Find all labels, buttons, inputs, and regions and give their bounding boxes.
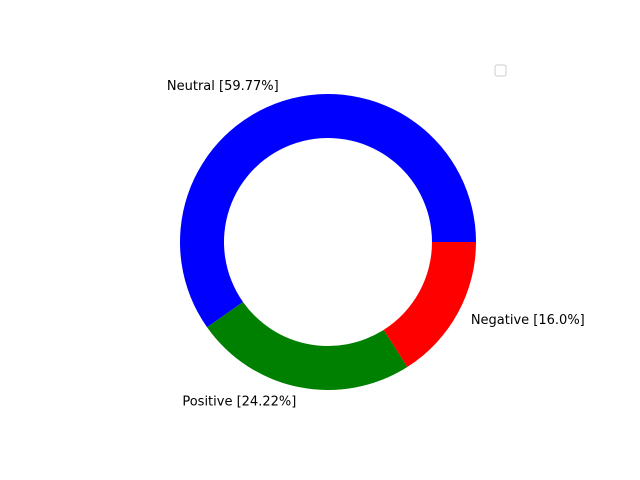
donut-slices <box>179 94 476 390</box>
slice-labels: Neutral [59.77%] Positive [24.22%] Negativ… <box>167 79 585 409</box>
slice-negative <box>383 242 476 367</box>
slice-label-neutral: Neutral [59.77%] <box>167 79 279 94</box>
slice-positive <box>207 301 408 390</box>
slice-label-positive: Positive [24.22%] <box>182 394 296 409</box>
legend-box <box>494 64 507 77</box>
slice-neutral <box>179 94 476 328</box>
slice-label-negative: Negative [16.0%] <box>471 313 585 328</box>
